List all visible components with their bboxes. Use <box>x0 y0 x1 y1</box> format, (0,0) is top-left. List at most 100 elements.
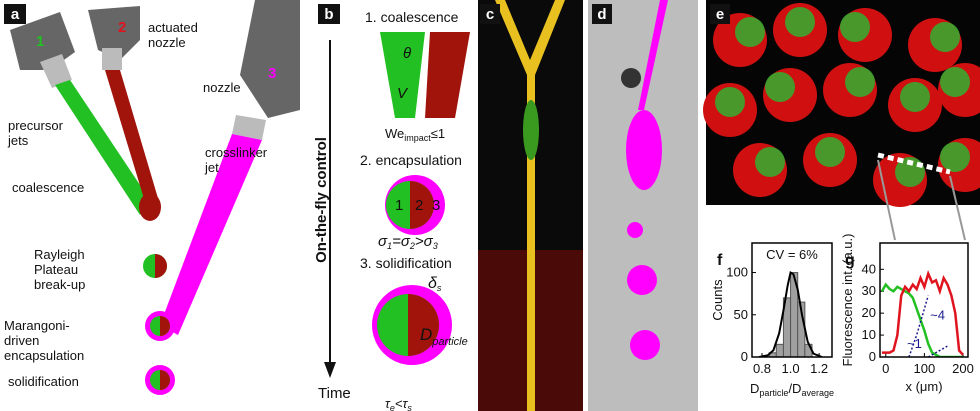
subscript: impact <box>404 133 431 143</box>
text: D <box>420 325 432 344</box>
time-condition: τe<τs <box>385 396 412 411</box>
arrow-head <box>324 362 336 378</box>
drop <box>630 330 660 360</box>
subscript: average <box>801 388 834 398</box>
red-jet <box>425 32 470 118</box>
layer: 2 <box>415 197 423 214</box>
nozzle-number: 3 <box>268 65 276 82</box>
annotation: driven <box>4 333 39 348</box>
x-tick-label: 200 <box>952 361 974 376</box>
nozzle-number: 2 <box>118 19 126 36</box>
x-axis-label: Dparticle/Daverage <box>750 381 834 398</box>
step: 1. coalescence <box>365 9 459 25</box>
layer: 3 <box>432 197 440 214</box>
y-tick-label: 0 <box>869 349 876 364</box>
figure: a 1 2 3 actuatednozzlenozzleprecursorjet… <box>0 0 980 411</box>
nozzle-tip <box>102 48 122 70</box>
droplet <box>139 193 161 221</box>
y-tick-label: 20 <box>862 305 876 320</box>
y-axis-label: Counts <box>710 279 725 321</box>
axes-frame <box>880 243 968 357</box>
subscript: particle <box>431 336 467 348</box>
annotation: nozzle <box>203 80 241 95</box>
annotation: coalescence <box>12 180 84 195</box>
axis-label: On-the-fly control <box>313 137 330 263</box>
drop <box>627 265 657 295</box>
particle-green <box>755 147 785 177</box>
annotation: encapsulation <box>4 348 84 363</box>
subscript: 3 <box>433 241 438 251</box>
particle-green <box>900 82 930 112</box>
particle-green <box>845 67 875 97</box>
particle-green <box>735 17 765 47</box>
time-label: Time <box>318 385 351 402</box>
particle-green <box>940 142 970 172</box>
layer: 1 <box>395 197 403 214</box>
x-tick-label: 1.0 <box>782 361 800 376</box>
shell-thickness: δs <box>428 275 442 293</box>
panel-label: e <box>716 6 724 23</box>
text: ≤1 <box>431 126 445 141</box>
step: 2. encapsulation <box>360 152 462 168</box>
step: 3. solidification <box>360 255 452 271</box>
particle-green <box>840 12 870 42</box>
annotation: CV = 6% <box>766 247 818 262</box>
drop <box>626 110 662 190</box>
annotation: actuated <box>148 20 198 35</box>
x-tick-label: 0.8 <box>753 361 771 376</box>
y-tick-label: 100 <box>726 265 748 280</box>
bar <box>776 344 783 357</box>
annotation: Rayleigh <box>34 247 85 262</box>
x-tick-label: 0 <box>882 361 889 376</box>
particle-green <box>940 67 970 97</box>
text: =σ <box>392 233 411 250</box>
particle-green <box>785 7 815 37</box>
nozzle-number: 1 <box>36 33 44 50</box>
y-tick-label: 30 <box>862 283 876 298</box>
annotation: jet <box>204 160 219 175</box>
annotation: crosslinker <box>205 145 268 160</box>
panel-label: f <box>717 252 723 269</box>
subscript: s <box>407 403 412 411</box>
annotation: jets <box>7 133 29 148</box>
panel-label: a <box>11 6 20 23</box>
subscript: particle <box>759 388 788 398</box>
y-tick-label: 10 <box>862 327 876 342</box>
y-tick-label: 0 <box>741 349 748 364</box>
x-axis-label: x (μm) <box>905 379 942 394</box>
text: We <box>385 126 404 141</box>
annotation: ~1 <box>907 336 922 351</box>
particle-green <box>765 72 795 102</box>
symbol: θ <box>403 45 411 62</box>
text: D <box>750 381 759 396</box>
annotation: Plateau <box>34 262 78 277</box>
particle-green <box>930 22 960 52</box>
annotation: precursor <box>8 118 64 133</box>
y-tick-label: 40 <box>862 261 876 276</box>
annotation: Marangoni- <box>4 318 70 333</box>
y-tick-label: 50 <box>734 307 748 322</box>
drop <box>627 222 643 238</box>
droplet-half <box>155 254 167 278</box>
panel-label: c <box>486 6 494 23</box>
panel-label: b <box>324 6 333 23</box>
jet-bead <box>523 100 539 160</box>
particle-green <box>815 137 845 167</box>
nozzle <box>240 0 300 118</box>
subscript: s <box>437 283 442 293</box>
page: a 1 2 3 actuatednozzlenozzleprecursorjet… <box>0 0 980 411</box>
panel-label: d <box>597 6 606 23</box>
annotation: solidification <box>8 374 79 389</box>
x-tick-label: 100 <box>914 361 936 376</box>
annotation: ~4 <box>930 308 945 323</box>
y-axis-label: Fluorescence int. (a.u.) <box>840 234 855 367</box>
annotation: break-up <box>34 277 85 292</box>
surface-tension: σ1=σ2>σ3 <box>378 233 438 251</box>
particle-green <box>715 87 745 117</box>
text: /D <box>788 381 801 396</box>
text: >σ <box>415 233 434 250</box>
particle <box>621 68 641 88</box>
x-tick-label: 1.2 <box>810 361 828 376</box>
weber-condition: Weimpact≤1 <box>385 126 445 143</box>
